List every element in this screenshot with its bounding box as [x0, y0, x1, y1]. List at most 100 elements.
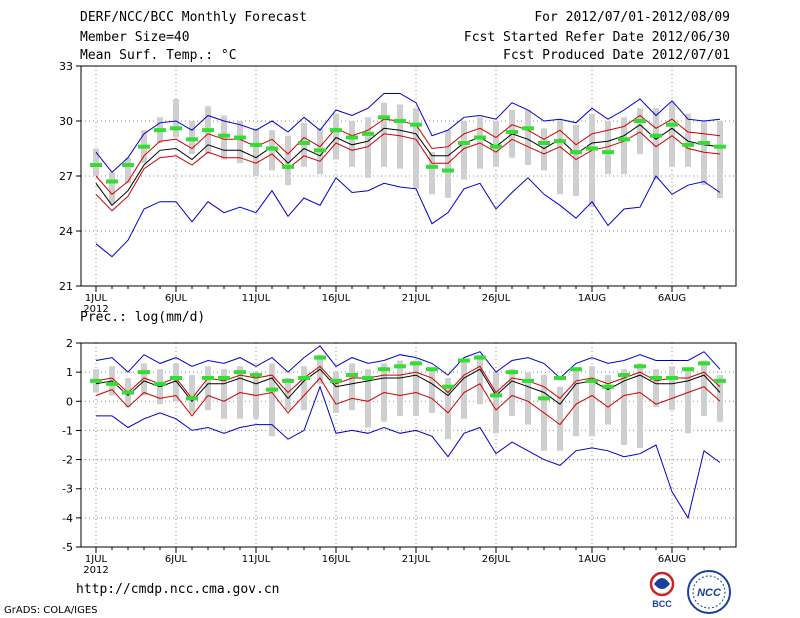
spread-bar	[413, 108, 419, 189]
member-marker	[106, 179, 118, 184]
member-marker	[634, 364, 646, 369]
member-marker	[346, 373, 358, 378]
member-marker	[314, 148, 326, 153]
member-marker	[698, 141, 710, 145]
y-tick-label: -4	[62, 512, 73, 525]
member-marker	[458, 141, 470, 145]
chart-title: DERF/NCC/BCC Monthly Forecast	[80, 10, 307, 25]
member-marker	[138, 370, 150, 375]
spread-bar	[333, 372, 339, 413]
y-tick-label: 24	[59, 225, 73, 238]
bcc-logo-swirl	[654, 578, 670, 589]
y-tick-label: 0	[66, 395, 73, 408]
member-marker	[122, 390, 134, 395]
member-marker	[570, 367, 582, 372]
member-marker	[186, 137, 198, 142]
produced-date-label: Fcst Produced Date 2012/07/01	[503, 48, 730, 63]
spread-bar	[461, 121, 467, 180]
x-tick-label: 21JUL	[402, 554, 431, 565]
member-marker	[586, 146, 598, 151]
source-url[interactable]: http://cmdp.ncc.cma.gov.cn	[76, 582, 280, 597]
member-marker	[410, 361, 422, 366]
member-marker	[298, 141, 310, 145]
member-marker	[602, 150, 614, 155]
spread-bar	[525, 110, 531, 165]
spread-bar	[509, 369, 515, 416]
member-marker	[682, 142, 694, 147]
member-marker	[202, 128, 214, 133]
spread-bar	[349, 121, 355, 167]
y-tick-label: -3	[62, 483, 73, 496]
spread-bar	[381, 102, 387, 167]
member-marker	[714, 144, 726, 149]
member-marker	[266, 146, 278, 151]
max-envelope-line	[95, 345, 721, 379]
member-marker	[650, 375, 662, 380]
spread-bar	[237, 121, 243, 164]
ensemble-mean-line	[95, 124, 721, 207]
spread-bar	[445, 377, 451, 440]
spread-bar	[173, 99, 179, 138]
chart-panel-1: 21 24 27 30 33 1JUL 6JUL 11JUL 16JUL 21JUL 26JUL 1A…	[59, 60, 737, 315]
member-marker	[378, 367, 390, 372]
spread-bar	[173, 363, 179, 402]
member-marker	[426, 367, 438, 372]
member-marker	[474, 355, 486, 360]
member-marker	[586, 378, 598, 383]
y-tick-label: 21	[59, 280, 73, 293]
member-marker	[490, 144, 502, 149]
max-envelope-line	[95, 93, 721, 174]
spread-bar	[205, 366, 211, 411]
member-marker	[554, 139, 566, 144]
lower-spread-line	[95, 377, 721, 426]
spread-bar	[637, 363, 643, 448]
spread-bar	[253, 128, 259, 176]
member-marker	[282, 164, 294, 169]
spread-bar	[221, 369, 227, 419]
member-marker	[394, 364, 406, 369]
spread-bar	[189, 375, 195, 413]
member-marker	[650, 133, 662, 138]
member-marker	[394, 119, 406, 123]
spread-bar	[541, 128, 547, 171]
ncc-logo-ring	[687, 570, 731, 614]
spread-bar	[493, 372, 499, 434]
spread-bar	[333, 113, 339, 160]
variable-label: Mean Surf. Temp.: °C	[80, 48, 237, 63]
bcc-logo: BCC	[649, 571, 675, 609]
member-marker	[538, 141, 550, 145]
spread-bar	[557, 386, 563, 451]
y-tick-label: 33	[59, 60, 73, 73]
member-size-label: Member Size=40	[80, 30, 190, 45]
spread-bar	[413, 360, 419, 416]
member-marker	[666, 122, 678, 127]
spread-bar	[93, 148, 99, 176]
x-tick-label: 1AUG	[578, 293, 606, 304]
member-marker	[298, 375, 310, 380]
member-marker	[458, 358, 470, 363]
member-marker	[410, 122, 422, 127]
spread-bar	[573, 124, 579, 197]
ncc-logo: NCC	[687, 570, 731, 614]
spread-bar	[685, 113, 691, 167]
member-marker	[314, 355, 326, 360]
spread-bar	[269, 363, 275, 437]
spread-bar	[285, 377, 291, 411]
spread-bar	[525, 372, 531, 425]
x-tick-label: 26JUL	[482, 554, 511, 565]
spread-bar	[429, 369, 435, 413]
ensemble-mean-line	[95, 368, 721, 405]
spread-bar	[605, 375, 611, 425]
min-envelope-line	[96, 385, 721, 520]
forecast-range-label: For 2012/07/01-2012/08/09	[534, 10, 730, 25]
spread-bar	[669, 366, 675, 411]
x-tick-label: 6JUL	[165, 554, 188, 565]
member-marker	[170, 375, 182, 380]
x-tick-label: 16JUL	[322, 293, 351, 304]
spread-bar	[637, 108, 643, 154]
spread-bar	[461, 360, 467, 419]
spread-bar	[589, 113, 595, 208]
spread-bar	[397, 104, 403, 169]
member-marker	[362, 375, 374, 380]
